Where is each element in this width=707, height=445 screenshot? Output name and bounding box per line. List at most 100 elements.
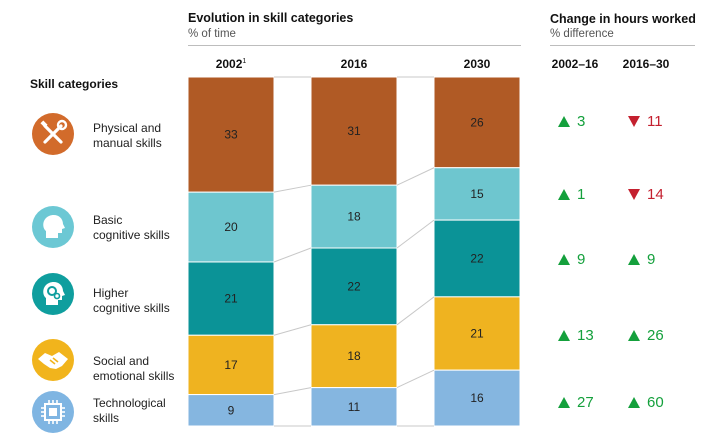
connector-line — [273, 247, 312, 263]
label-line: cognitive skills — [93, 228, 170, 242]
column-header-2030: 2030 — [463, 57, 491, 71]
column-header-2002: 20021 — [188, 57, 274, 71]
category-label-social: Social and emotional skills — [93, 354, 174, 384]
bar-value-label: 17 — [224, 358, 238, 372]
bar-segment — [310, 387, 398, 427]
label-line: Social and — [93, 354, 150, 368]
bar-segment — [433, 296, 521, 371]
label-line: Basic — [93, 213, 123, 227]
triangle-up-icon — [558, 330, 570, 341]
bar-segment — [187, 394, 275, 427]
connector-line — [396, 369, 435, 389]
footnote-marker: 1 — [242, 58, 247, 65]
bar-value-label: 22 — [470, 251, 484, 265]
label-line: Higher — [93, 286, 129, 300]
chart-header-rule — [188, 45, 521, 46]
column-header-2002-16: 2002–16 — [551, 57, 599, 71]
bar-segment — [433, 369, 521, 427]
change-value: 14 — [628, 186, 664, 203]
bar-value-label: 33 — [224, 128, 238, 142]
tools-icon — [32, 113, 74, 155]
triangle-up-icon — [558, 116, 570, 127]
change-number: 3 — [577, 113, 586, 130]
change-number: 13 — [577, 327, 594, 344]
triangle-up-icon — [628, 397, 640, 408]
bar-segment — [433, 76, 521, 169]
bar-segment — [187, 261, 275, 336]
triangle-up-icon — [628, 254, 640, 265]
label-line: Technological — [93, 396, 166, 410]
change-number: 11 — [647, 113, 663, 130]
bar-value-label: 18 — [347, 210, 361, 224]
change-value: 3 — [558, 113, 585, 130]
change-number: 26 — [647, 327, 664, 344]
change-value: 9 — [628, 251, 655, 268]
change-number: 14 — [647, 186, 664, 203]
change-value: 11 — [628, 113, 663, 130]
triangle-up-icon — [558, 254, 570, 265]
bar-value-label: 20 — [224, 220, 238, 234]
bar-value-label: 9 — [228, 403, 235, 417]
column-header-2016: 2016 — [340, 57, 368, 71]
category-label-technological: Technological skills — [93, 396, 166, 426]
column-header-2016-30: 2016–30 — [622, 57, 670, 71]
change-value: 9 — [558, 251, 585, 268]
change-number: 9 — [647, 251, 656, 268]
bar-value-label: 18 — [347, 349, 361, 363]
chip-icon — [32, 391, 74, 433]
change-value: 26 — [628, 327, 664, 344]
year-label: 2002 — [215, 57, 243, 71]
change-value: 60 — [628, 394, 664, 411]
bar-segment — [310, 184, 398, 249]
chart-title: Evolution in skill categories — [188, 11, 354, 25]
label-line: manual skills — [93, 136, 162, 150]
bar-segment — [433, 167, 521, 221]
change-number: 1 — [577, 186, 586, 203]
triangle-up-icon — [558, 189, 570, 200]
bar-segment — [187, 334, 275, 396]
bar-value-label: 16 — [470, 391, 484, 405]
bar-value-label: 21 — [470, 327, 484, 341]
change-subtitle: % difference — [550, 28, 614, 40]
connector-line — [396, 296, 435, 326]
chart-subtitle: % of time — [188, 28, 236, 40]
change-number: 9 — [577, 251, 586, 268]
bar-value-label: 22 — [347, 279, 361, 293]
bar-segment — [310, 324, 398, 389]
category-label-basic: Basic cognitive skills — [93, 213, 170, 243]
change-value: 1 — [558, 186, 585, 203]
connector-line — [273, 324, 312, 336]
bar-segment — [187, 191, 275, 263]
change-value: 13 — [558, 327, 594, 344]
bar-value-label: 11 — [348, 400, 361, 414]
label-line: emotional skills — [93, 369, 175, 383]
connector-line — [396, 167, 435, 186]
bar-value-label: 26 — [470, 115, 484, 129]
category-label-higher: Higher cognitive skills — [93, 286, 170, 316]
category-label-physical: Physical and manual skills — [93, 121, 162, 151]
bar-segment — [310, 247, 398, 326]
head-icon — [32, 206, 74, 248]
label-line: Physical and — [93, 121, 162, 135]
skill-categories-header: Skill categories — [30, 77, 119, 91]
change-number: 60 — [647, 394, 664, 411]
connector-line — [273, 387, 312, 396]
label-line: cognitive skills — [93, 301, 170, 315]
bar-value-label: 21 — [224, 292, 238, 306]
change-number: 27 — [577, 394, 594, 411]
label-line: skills — [93, 411, 119, 425]
connector-line — [396, 219, 435, 249]
bar-value-label: 31 — [347, 124, 361, 138]
triangle-down-icon — [628, 116, 640, 127]
change-value: 27 — [558, 394, 594, 411]
bar-value-label: 15 — [470, 187, 484, 201]
head-gears-icon — [32, 273, 74, 315]
bar-segment — [433, 219, 521, 298]
triangle-down-icon — [628, 189, 640, 200]
change-title: Change in hours worked — [550, 12, 696, 26]
triangle-up-icon — [558, 397, 570, 408]
triangle-up-icon — [628, 330, 640, 341]
change-header-rule — [550, 45, 695, 46]
handshake-icon — [32, 339, 74, 381]
